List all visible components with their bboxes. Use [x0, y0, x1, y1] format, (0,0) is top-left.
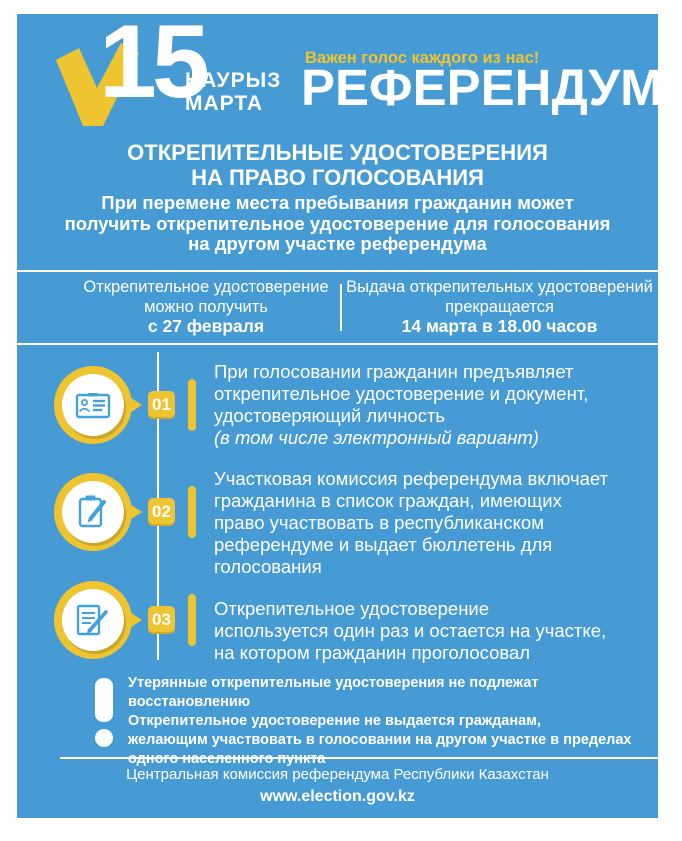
step-2: 02 Участковая комиссия референдума включ… [17, 450, 658, 577]
clipboard-pencil-icon [54, 473, 142, 551]
info-band-right-text: Выдача открепительных удостоверений прек… [346, 278, 653, 316]
step-note: (в том числе электронный вариант) [214, 427, 539, 448]
info-band-right-highlight: 14 марта в 18.00 часов [401, 316, 598, 337]
warning-text: Утерянные открепительные удостоверения н… [128, 675, 632, 767]
footer-organization: Центральная комиссия референдума Республ… [126, 766, 549, 783]
poster-title: РЕФЕРЕНДУМ [301, 59, 658, 116]
steps-section: 01 При голосовании гражданин предъявляет… [17, 348, 658, 678]
exclamation-dot [95, 729, 113, 747]
checkmark-icon [56, 43, 139, 126]
step-accent-bar [188, 379, 196, 431]
step-text: Открепительное удостоверение используетс… [214, 576, 658, 664]
step-text: Участковая комиссия референдума включает… [214, 446, 658, 578]
warning-section: Утерянные открепительные удостоверения н… [95, 674, 658, 769]
document-pen-icon [54, 581, 142, 659]
step-text-main: При голосовании гражданин предъявляет от… [214, 361, 589, 426]
step-accent-bar [188, 594, 196, 646]
section-heading: ОТКРЕПИТЕЛЬНЫЕ УДОСТОВЕРЕНИЯ НА ПРАВО ГО… [127, 140, 548, 190]
footer-website: www.election.gov.kz [260, 788, 415, 805]
step-accent-bar [188, 486, 196, 538]
step-number-badge: 03 [148, 606, 175, 634]
slogan-text: Важен голос каждого из нас! [305, 49, 540, 67]
info-band-left-highlight: с 27 февраля [147, 316, 265, 337]
info-band-divider [340, 284, 342, 331]
step-number-badge: 01 [148, 391, 175, 419]
step-1: 01 При голосовании гражданин предъявляет… [17, 356, 658, 454]
section-subheading: При перемене места пребывания гражданин … [64, 192, 611, 254]
step-text: При голосовании гражданин предъявляет от… [214, 339, 658, 471]
step-3: 03 Открепительное удостоверение использу… [17, 576, 658, 664]
info-band-left: Открепительное удостоверение можно получ… [17, 278, 341, 337]
step-text-main: Открепительное удостоверение используетс… [214, 598, 607, 663]
date-number: 15 [99, 14, 210, 120]
referendum-poster: 15 НАУРЫЗ МАРТА Важен голос каждого из н… [17, 14, 658, 818]
footer-divider [60, 757, 658, 759]
info-band-right: Выдача открепительных удостоверений прек… [341, 278, 658, 337]
exclamation-icon [95, 678, 113, 769]
footer: Центральная комиссия референдума Республ… [17, 765, 658, 808]
info-band: Открепительное удостоверение можно получ… [17, 270, 658, 345]
id-card-icon [54, 366, 142, 444]
date-months: НАУРЫЗ МАРТА [185, 69, 282, 115]
step-number-badge: 02 [148, 498, 175, 526]
step-text-main: Участковая комиссия референдума включает… [214, 468, 609, 577]
info-band-left-text: Открепительное удостоверение можно получ… [83, 278, 329, 316]
exclamation-bar [95, 678, 113, 722]
